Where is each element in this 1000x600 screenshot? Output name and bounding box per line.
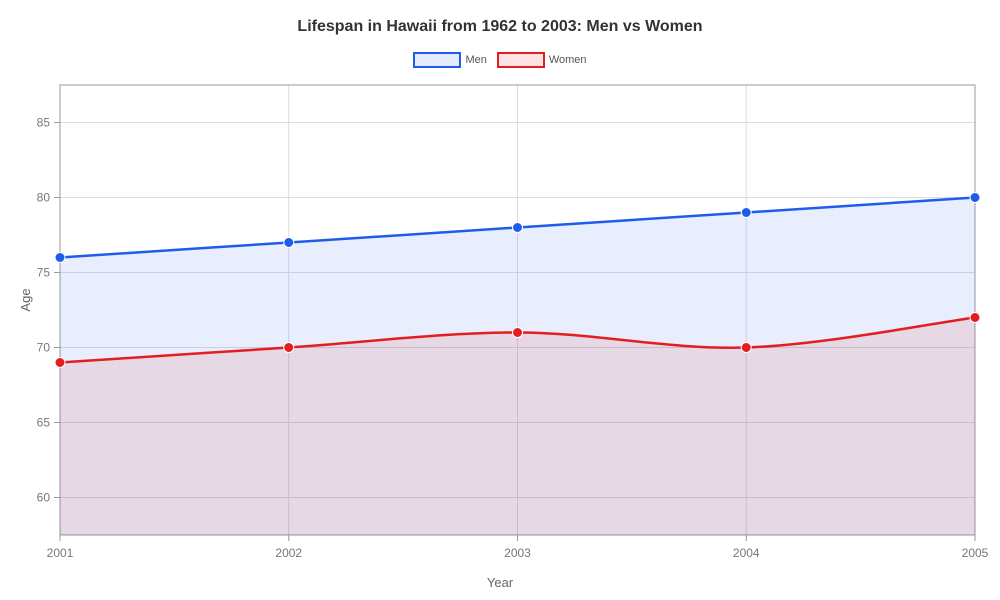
data-point[interactable]	[970, 313, 980, 323]
y-tick-label: 65	[37, 416, 51, 430]
y-tick-label: 85	[37, 116, 51, 130]
data-point[interactable]	[513, 223, 523, 233]
x-tick-label: 2003	[504, 546, 531, 560]
y-tick-label: 80	[37, 191, 51, 205]
x-axis-label: Year	[0, 575, 1000, 590]
x-tick-label: 2001	[47, 546, 74, 560]
x-tick-label: 2004	[733, 546, 760, 560]
lifespan-chart: Lifespan in Hawaii from 1962 to 2003: Me…	[0, 0, 1000, 600]
data-point[interactable]	[970, 193, 980, 203]
y-axis-label: Age	[18, 288, 33, 311]
data-point[interactable]	[513, 328, 523, 338]
data-point[interactable]	[55, 358, 65, 368]
y-tick-label: 75	[37, 266, 51, 280]
data-point[interactable]	[284, 343, 294, 353]
data-point[interactable]	[741, 208, 751, 218]
x-tick-label: 2005	[962, 546, 989, 560]
data-point[interactable]	[741, 343, 751, 353]
data-point[interactable]	[284, 238, 294, 248]
plot-svg: 2001 2002 2003 2004 2005 60 65 70 75 80 85	[0, 0, 1000, 600]
x-ticks: 2001 2002 2003 2004 2005	[47, 535, 989, 560]
y-ticks: 60 65 70 75 80 85	[37, 116, 60, 505]
y-tick-label: 70	[37, 341, 51, 355]
y-tick-label: 60	[37, 491, 51, 505]
data-point[interactable]	[55, 253, 65, 263]
x-tick-label: 2002	[275, 546, 302, 560]
